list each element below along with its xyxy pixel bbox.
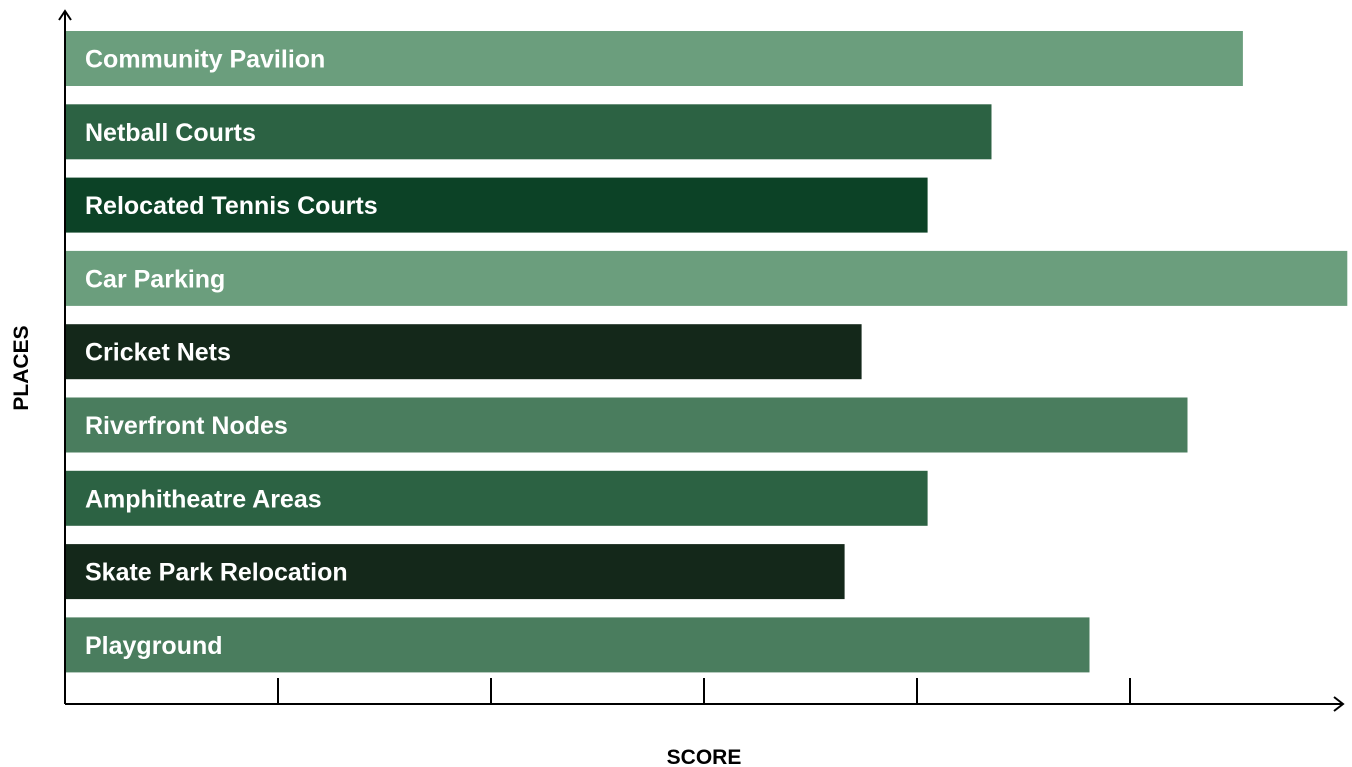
bar-label: Community Pavilion: [85, 46, 325, 74]
y-axis-title: PLACES: [10, 325, 33, 410]
bar-label: Riverfront Nodes: [85, 412, 288, 440]
bar-netball-courts: [65, 104, 992, 160]
bar-label: Playground: [85, 632, 223, 660]
bar-label: Cricket Nets: [85, 339, 231, 367]
x-axis-title: SCORE: [667, 746, 742, 767]
bar-amphitheatre-areas: [65, 470, 928, 526]
y-axis-arrow-icon: [58, 9, 72, 21]
bar-labels-group: Community Pavilion Netball Courts Relocate…: [85, 46, 378, 660]
bar-relocated-tennis-courts: [65, 177, 928, 233]
bars-group: [65, 31, 1348, 673]
bar-label: Car Parking: [85, 265, 225, 293]
bar-label: Skate Park Relocation: [85, 559, 348, 587]
bar-playground: [65, 617, 1090, 673]
bar-label: Relocated Tennis Courts: [85, 192, 378, 220]
bar-car-parking: [65, 250, 1348, 306]
bar-label: Amphitheatre Areas: [85, 485, 322, 513]
x-axis-arrow-icon: [1333, 696, 1345, 712]
bar-community-pavilion: [65, 31, 1243, 86]
bar-cricket-nets: [65, 324, 862, 380]
bar-skate-park-relocation: [65, 544, 845, 600]
bar-label: Netball Courts: [85, 119, 256, 147]
x-ticks-group: [277, 678, 1131, 704]
bar-riverfront-nodes: [65, 397, 1188, 453]
